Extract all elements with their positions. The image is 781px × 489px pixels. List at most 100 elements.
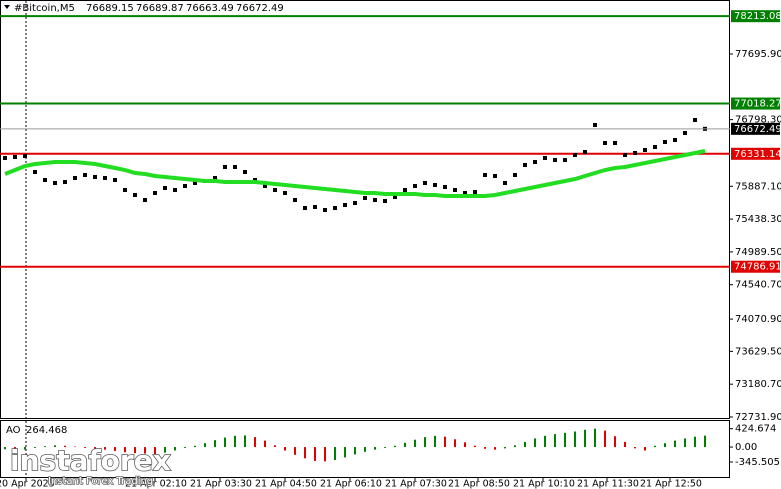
ao-bar bbox=[214, 440, 216, 448]
price-bar bbox=[233, 164, 237, 169]
ao-bar bbox=[384, 447, 386, 448]
ao-bar bbox=[244, 435, 246, 448]
ao-bar bbox=[104, 447, 106, 450]
price-bar bbox=[153, 191, 157, 196]
ao-tick-label: -345.505 bbox=[735, 457, 780, 468]
ao-bar bbox=[484, 447, 486, 449]
ao-bar bbox=[464, 442, 466, 448]
price-bar bbox=[133, 192, 137, 197]
ao-bar bbox=[614, 436, 616, 448]
high: 76689.87 bbox=[136, 3, 184, 14]
ao-bar bbox=[454, 439, 456, 448]
main-frame bbox=[0, 0, 730, 419]
price-bar bbox=[163, 186, 167, 191]
price-bar bbox=[193, 180, 197, 185]
price-bar bbox=[3, 156, 7, 161]
ao-bar bbox=[444, 436, 446, 448]
ao-bar bbox=[234, 435, 236, 448]
price-bar bbox=[283, 191, 287, 196]
header: #Bitcoin,M5 76689.15 76689.87 76663.49 7… bbox=[14, 3, 284, 14]
price-bar bbox=[403, 188, 407, 193]
x-tick-label: 20 Apr 2025 bbox=[0, 479, 55, 489]
ao-bar bbox=[564, 432, 566, 448]
ao-bar bbox=[34, 447, 36, 448]
price-bar bbox=[513, 172, 517, 177]
ao-bar bbox=[414, 439, 416, 448]
ao-bar bbox=[664, 443, 666, 448]
ao-bar bbox=[94, 447, 96, 449]
price-bar bbox=[463, 191, 467, 196]
chart-title: #Bitcoin,M5 bbox=[14, 3, 75, 14]
ao-last-value: 264.468 bbox=[26, 425, 67, 436]
price-bar bbox=[563, 158, 567, 163]
ao-bar bbox=[524, 441, 526, 448]
y-tick-label: 77695.90 bbox=[735, 49, 781, 60]
price-bar bbox=[533, 160, 537, 165]
price-bar bbox=[673, 138, 677, 143]
y-tick-label: 75887.10 bbox=[735, 181, 781, 192]
price-bar bbox=[643, 148, 647, 153]
low: 76663.49 bbox=[186, 3, 234, 14]
ao-bar bbox=[364, 447, 366, 452]
y-tick-label: 75438.30 bbox=[735, 214, 781, 225]
ao-bar bbox=[114, 447, 116, 451]
ao-bar bbox=[424, 437, 426, 448]
ao-bar bbox=[274, 445, 276, 448]
x-tick-label: 21 Apr 04:50 bbox=[255, 479, 317, 489]
ao-bar bbox=[394, 445, 396, 448]
price-bar bbox=[663, 140, 667, 145]
level-line-box bbox=[731, 260, 780, 273]
ao-bar bbox=[514, 445, 516, 448]
price-bar bbox=[293, 198, 297, 203]
x-tick-label: 21 Apr 03:30 bbox=[190, 479, 252, 489]
y-tick-label: 74070.90 bbox=[735, 314, 781, 325]
ao-bar bbox=[134, 447, 136, 454]
price-bar bbox=[13, 155, 17, 160]
ao-tick-label: 424.674 bbox=[735, 424, 776, 435]
price-bar bbox=[213, 176, 217, 181]
ao-bar bbox=[144, 447, 146, 454]
ao-bar bbox=[594, 428, 596, 448]
price-bar bbox=[353, 200, 357, 205]
price-bar bbox=[83, 172, 87, 177]
ao-bar bbox=[624, 441, 626, 448]
ao-bar bbox=[674, 440, 676, 448]
price-bar bbox=[443, 184, 447, 189]
ao-bar bbox=[324, 447, 326, 462]
menu-arrow bbox=[4, 5, 10, 9]
x-tick-label: 21 Apr 08:50 bbox=[448, 479, 510, 489]
ao-bar bbox=[14, 447, 16, 451]
price-bar bbox=[23, 154, 27, 159]
ao-bar bbox=[684, 438, 686, 448]
price-bar bbox=[453, 188, 457, 193]
ao-bar bbox=[204, 443, 206, 448]
price-bar bbox=[263, 184, 267, 189]
ao-bar bbox=[554, 434, 556, 448]
ao-bar bbox=[174, 447, 176, 451]
ao-bar bbox=[344, 447, 346, 458]
price-bar bbox=[33, 170, 37, 175]
ao-bar bbox=[494, 447, 496, 450]
x-tick-label: 21 Apr 07:30 bbox=[385, 479, 447, 489]
y-tick-label: 74540.70 bbox=[735, 280, 781, 291]
price-bar bbox=[373, 198, 377, 203]
ao-bar bbox=[64, 445, 66, 448]
price-bar bbox=[583, 150, 587, 155]
price-bar bbox=[173, 188, 177, 193]
y-tick-label: 73629.50 bbox=[735, 346, 781, 357]
price-bar bbox=[253, 178, 257, 183]
x-tick-label: 21 Apr 10:10 bbox=[513, 479, 575, 489]
price-bar bbox=[103, 176, 107, 181]
price-bar bbox=[313, 204, 317, 209]
price-bar bbox=[523, 163, 527, 168]
price-bar bbox=[653, 144, 657, 149]
price-bar bbox=[543, 156, 547, 161]
price-bar bbox=[43, 178, 47, 183]
ao-frame bbox=[0, 420, 730, 478]
current-price-label: 76672.49 bbox=[734, 124, 781, 135]
price-bar bbox=[343, 203, 347, 208]
price-bar bbox=[423, 180, 427, 185]
ao-bar bbox=[584, 429, 586, 448]
ao-bar bbox=[184, 447, 186, 448]
